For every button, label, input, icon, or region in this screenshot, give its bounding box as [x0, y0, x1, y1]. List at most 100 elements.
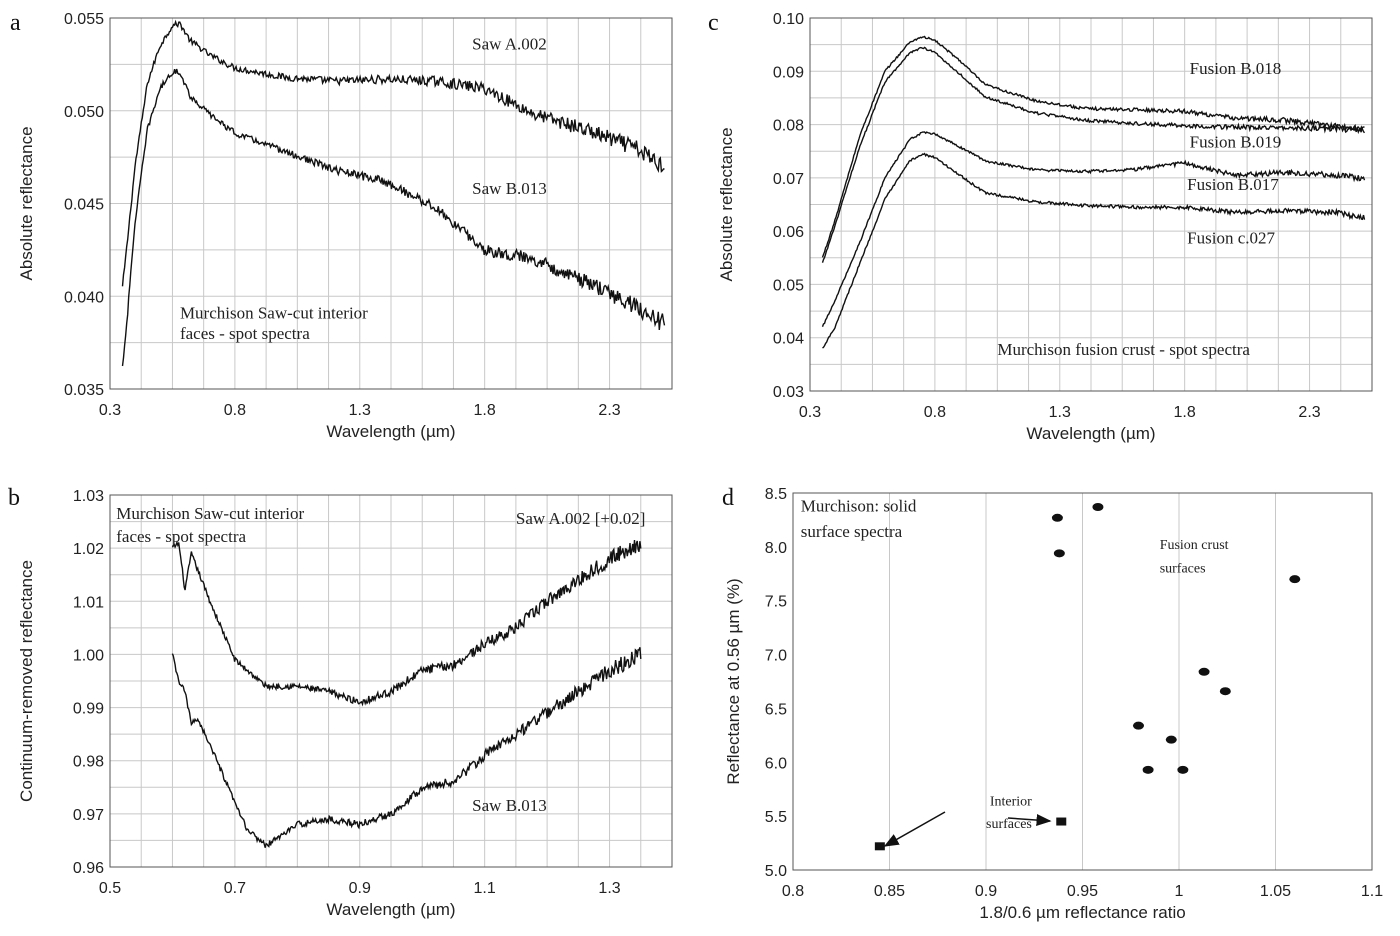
- x-tick-label: 1.3: [1049, 404, 1071, 421]
- annotation: Saw B.013: [472, 179, 547, 198]
- panel-label: a: [10, 10, 21, 36]
- annotation: surfaces: [1160, 562, 1206, 577]
- plot-frame: [809, 17, 1373, 392]
- annotation: Saw A.002 [+0.02]: [516, 509, 646, 528]
- fusion-point: [1289, 575, 1301, 584]
- y-tick-label: 8.5: [765, 486, 787, 503]
- y-tick-label: 0.055: [64, 11, 104, 28]
- x-tick-label: 0.9: [975, 883, 997, 900]
- panel-c: 0.3 0.8 1.3 1.8 2.3 0.03 0.04 0.05 0.06 0.07 0.08 0…: [708, 10, 1373, 443]
- annotation: Fusion B.019: [1190, 132, 1282, 151]
- y-tick-label: 0.07: [773, 171, 804, 188]
- annotation: Interior: [990, 794, 1032, 809]
- y-axis-label: Absolute reflectance: [17, 126, 36, 280]
- series-line-c-1: [821, 46, 1366, 263]
- annotation: Saw B.013: [472, 796, 547, 815]
- fusion-point: [1132, 721, 1144, 730]
- y-tick-label: 0.97: [73, 807, 104, 824]
- interior-point: [1056, 817, 1067, 826]
- y-tick-label: 8.0: [765, 540, 787, 557]
- x-tick-label: 0.85: [874, 883, 905, 900]
- y-axis-label: Reflectance at 0.56 µm (%): [724, 578, 743, 784]
- y-tick-label: 0.050: [64, 104, 104, 121]
- panel-a: 0.3 0.8 1.3 1.8 2.3 0.035 0.040 0.045 0.050 0.055…: [10, 10, 673, 441]
- series-line-b-1: [171, 647, 642, 848]
- panel-label: d: [722, 485, 734, 511]
- x-tick-label: 2.3: [598, 402, 620, 419]
- annotation: Fusion crust: [1160, 538, 1229, 553]
- y-tick-label: 0.99: [73, 701, 104, 718]
- y-tick-label: 0.035: [64, 382, 104, 399]
- fusion-point: [1219, 687, 1231, 696]
- series-line-c-2: [821, 131, 1366, 327]
- fusion-point: [1142, 765, 1154, 774]
- y-tick-label: 1.00: [73, 647, 104, 664]
- y-tick-label: 0.06: [773, 224, 804, 241]
- annotation: Murchison fusion crust - spot spectra: [997, 340, 1250, 359]
- annotation: faces - spot spectra: [180, 324, 310, 343]
- y-tick-label: 5.5: [765, 809, 787, 826]
- x-tick-label: 0.3: [799, 404, 821, 421]
- x-tick-label: 0.5: [99, 880, 121, 897]
- y-tick-label: 7.0: [765, 648, 787, 665]
- series-line-c-0: [821, 35, 1365, 258]
- x-tick-label: 1.1: [474, 880, 496, 897]
- panel-label: c: [708, 10, 719, 36]
- y-tick-label: 7.5: [765, 594, 787, 611]
- y-tick-label: 6.0: [765, 755, 787, 772]
- x-tick-label: 1.3: [349, 402, 371, 419]
- x-tick-label: 2.3: [1298, 404, 1320, 421]
- series-line-c-3: [822, 152, 1366, 349]
- x-tick-label: 1.05: [1260, 883, 1291, 900]
- y-tick-label: 1.01: [73, 594, 104, 611]
- x-tick-label: 0.7: [224, 880, 246, 897]
- series-line-a-0: [121, 19, 665, 287]
- fusion-point: [1053, 549, 1065, 558]
- y-tick-label: 5.0: [765, 863, 787, 880]
- plot-frame: [792, 492, 1373, 871]
- x-tick-label: 0.3: [99, 402, 121, 419]
- arrow-icon: [1007, 814, 1052, 827]
- x-axis-label: Wavelength (µm): [1026, 424, 1155, 443]
- y-tick-label: 0.03: [773, 384, 804, 401]
- annotation: Murchison Saw-cut interior: [180, 304, 368, 323]
- x-tick-label: 1.8: [474, 402, 496, 419]
- x-tick-label: 0.8: [224, 402, 246, 419]
- y-tick-label: 0.98: [73, 754, 104, 771]
- annotation: surface spectra: [801, 522, 903, 541]
- interior-point: [874, 842, 885, 851]
- annotation: Fusion B.018: [1190, 59, 1282, 78]
- x-tick-label: 1.1: [1361, 883, 1383, 900]
- x-tick-label: 1.8: [1174, 404, 1196, 421]
- panel-d: 0.8 0.85 0.9 0.95 1 1.05 1.1 5.0 5.5 6.0 6.5 7.0 7.5…: [722, 485, 1383, 922]
- y-tick-label: 0.04: [773, 331, 804, 348]
- annotation: surfaces: [986, 817, 1032, 832]
- x-axis-label: 1.8/0.6 µm reflectance ratio: [979, 903, 1185, 922]
- x-tick-label: 1.3: [598, 880, 620, 897]
- y-axis-label: Continuum-removed reflectance: [17, 560, 36, 802]
- annotation: Murchison: solid: [801, 496, 917, 515]
- x-tick-label: 0.8: [782, 883, 804, 900]
- annotation: Murchison Saw-cut interior: [116, 504, 304, 523]
- series-line-b-0: [171, 540, 642, 707]
- plot-frame: [109, 17, 673, 390]
- x-tick-label: 1: [1175, 883, 1184, 900]
- fusion-point: [1165, 735, 1177, 744]
- y-axis-label: Absolute reflectance: [717, 127, 736, 281]
- y-tick-label: 0.10: [773, 11, 804, 28]
- y-tick-label: 0.045: [64, 197, 104, 214]
- y-tick-label: 6.5: [765, 701, 787, 718]
- x-axis-label: Wavelength (µm): [326, 422, 455, 441]
- annotation: Fusion c.027: [1187, 228, 1275, 247]
- x-tick-label: 0.8: [924, 404, 946, 421]
- fusion-point: [1198, 667, 1210, 676]
- annotation: Fusion B.017: [1187, 175, 1279, 194]
- y-tick-label: 0.96: [73, 860, 104, 877]
- x-tick-label: 0.9: [349, 880, 371, 897]
- y-tick-label: 0.08: [773, 118, 804, 135]
- panel-b: 0.5 0.7 0.9 1.1 1.3 0.96 0.97 0.98 0.99 1.00 1.01 1…: [8, 485, 673, 919]
- y-tick-label: 1.02: [73, 541, 104, 558]
- plot-frame: [109, 494, 673, 868]
- x-tick-label: 0.95: [1067, 883, 1098, 900]
